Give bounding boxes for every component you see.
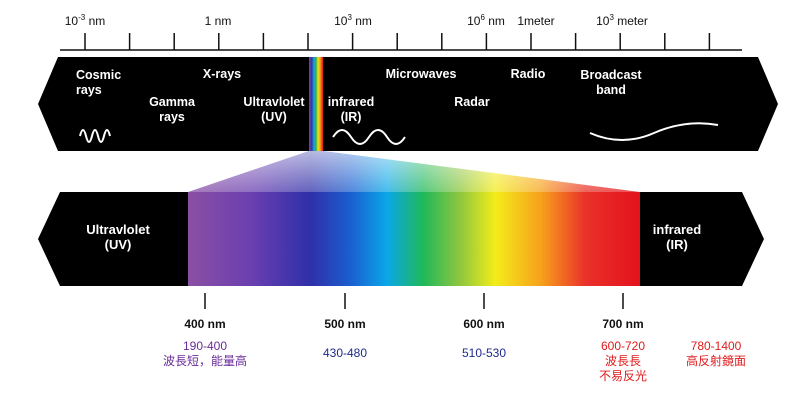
label-broadcast-band: Broadcast band [580, 68, 642, 97]
label-gamma-rays: Gamma rays [149, 95, 196, 124]
fan-highlight [188, 151, 640, 192]
tick-label-600nm: 600 nm [463, 317, 504, 331]
long-wave-icon [589, 122, 719, 141]
visible-strip [309, 57, 323, 151]
tick-label-700nm: 700 nm [602, 317, 643, 331]
label-infrared-bottom: infrared (IR) [653, 222, 701, 252]
visible-spectrum-gradient [188, 192, 640, 286]
label-ultraviolet-top: Ultravlolet (UV) [243, 95, 305, 124]
wavelength-axis: 400 nm 500 nm 600 nm 700 nm [184, 293, 644, 331]
tick-label-500nm: 500 nm [324, 317, 365, 331]
top-tick-label-1e3meter: 103 meter [596, 13, 648, 28]
label-cosmic-rays: Cosmic rays [76, 68, 121, 97]
visible-zoom-fan [188, 151, 640, 192]
visible-spectrum-band: Ultravlolet (UV) infrared (IR) [38, 192, 764, 286]
label-radio: Radio [511, 67, 546, 81]
top-tick-label-1nm: 1 nm [205, 14, 232, 28]
range-blue: 430-480 [323, 346, 367, 360]
top-tick-label-1e6nm: 106 nm [467, 13, 505, 28]
label-xrays: X-rays [203, 67, 241, 81]
em-band-arrow [38, 57, 778, 151]
label-ultraviolet-bottom: Ultravlolet (UV) [86, 222, 150, 252]
label-infrared-top: infrared (IR) [328, 95, 375, 124]
top-scale: 10-3 nm 1 nm 103 nm 106 nm 1meter 103 me… [60, 13, 742, 51]
short-wave-icon [79, 129, 111, 143]
top-tick-label-1meter: 1meter [517, 14, 554, 28]
top-tick-label-1e-3nm: 10-3 nm [65, 13, 106, 28]
range-green: 510-530 [462, 346, 506, 360]
label-radar: Radar [454, 95, 490, 109]
top-scale-ticks [84, 33, 711, 50]
top-tick-label-1e3nm: 103 nm [334, 13, 372, 28]
label-microwaves: Microwaves [386, 67, 457, 81]
medium-wave-icon [332, 129, 406, 145]
range-annotations: 190-400 波長短，能量高 430-480 510-530 600-720 波長… [163, 339, 746, 383]
range-uv: 190-400 波長短，能量高 [163, 339, 247, 368]
tick-label-400nm: 400 nm [184, 317, 225, 331]
em-spectrum-band: Cosmic rays Gamma rays X-rays Ultravlolet(… [38, 57, 778, 151]
range-red: 600-720 波長長不易反光 [599, 339, 647, 383]
range-ir: 780-1400 高反射鏡面 [686, 339, 746, 368]
